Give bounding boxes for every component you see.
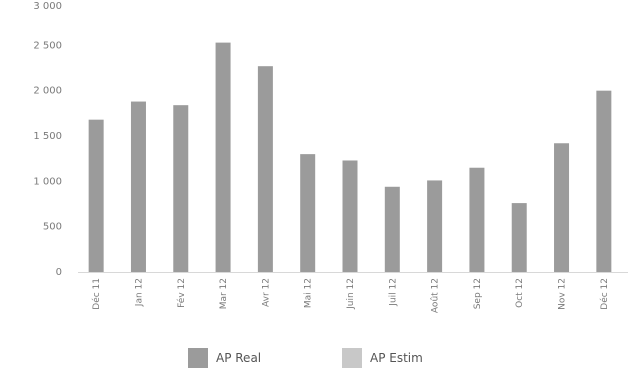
legend-label-ap-estim: AP Estim [370, 351, 423, 365]
bar-ap-real [384, 186, 400, 272]
x-tick-label: Avr 12 [261, 278, 271, 307]
x-tick-label: Juil 12 [388, 278, 398, 307]
x-tick-label: Jan 12 [134, 278, 144, 307]
bar-ap-real [257, 66, 273, 272]
y-tick-label: 0 [56, 267, 62, 278]
y-axis: 0 500 1 000 1 500 2 000 2 500 3 000 [33, 1, 62, 278]
y-tick-label: 500 [43, 222, 62, 233]
y-tick-label: 2 500 [33, 40, 62, 51]
legend-swatch-ap-real [188, 348, 208, 368]
bar-ap-real [215, 42, 231, 272]
x-tick-label: Déc 12 [599, 278, 610, 310]
bar-ap-real [596, 90, 612, 273]
y-tick-label: 1 500 [33, 131, 62, 142]
bar-ap-real [427, 180, 443, 272]
x-tick-label: Juin 12 [346, 278, 356, 310]
x-tick-label: Sep 12 [473, 278, 483, 309]
bar-ap-real [554, 143, 570, 272]
bar-ap-real [300, 154, 316, 272]
x-tick-label: Déc 11 [91, 278, 102, 310]
bars [88, 42, 612, 273]
bar-ap-real [130, 101, 146, 273]
x-tick-label: Oct 12 [515, 278, 525, 308]
x-tick-label: Mai 12 [304, 278, 314, 308]
legend-swatch-ap-estim [342, 348, 362, 368]
y-tick-label: 3 000 [33, 1, 62, 12]
bar-ap-real [342, 160, 358, 272]
bar-ap-real [511, 203, 527, 272]
x-tick-label: Fév 12 [176, 278, 187, 308]
y-tick-label: 2 000 [33, 86, 62, 97]
x-tick-label: Nov 12 [558, 278, 568, 310]
y-tick-label: 1 000 [33, 176, 62, 187]
legend-label-ap-real: AP Real [216, 351, 261, 365]
x-tick-label: Mar 12 [219, 278, 229, 309]
bar-ap-real [88, 119, 104, 273]
x-axis: Déc 11 Jan 12 Fév 12 Mar 12 Avr 12 Mai 12 Juin… [91, 278, 610, 313]
bar-ap-real [469, 167, 485, 272]
legend: AP Real AP Estim [188, 348, 423, 368]
x-tick-label: Août 12 [431, 278, 441, 313]
bar-ap-real [173, 105, 189, 272]
